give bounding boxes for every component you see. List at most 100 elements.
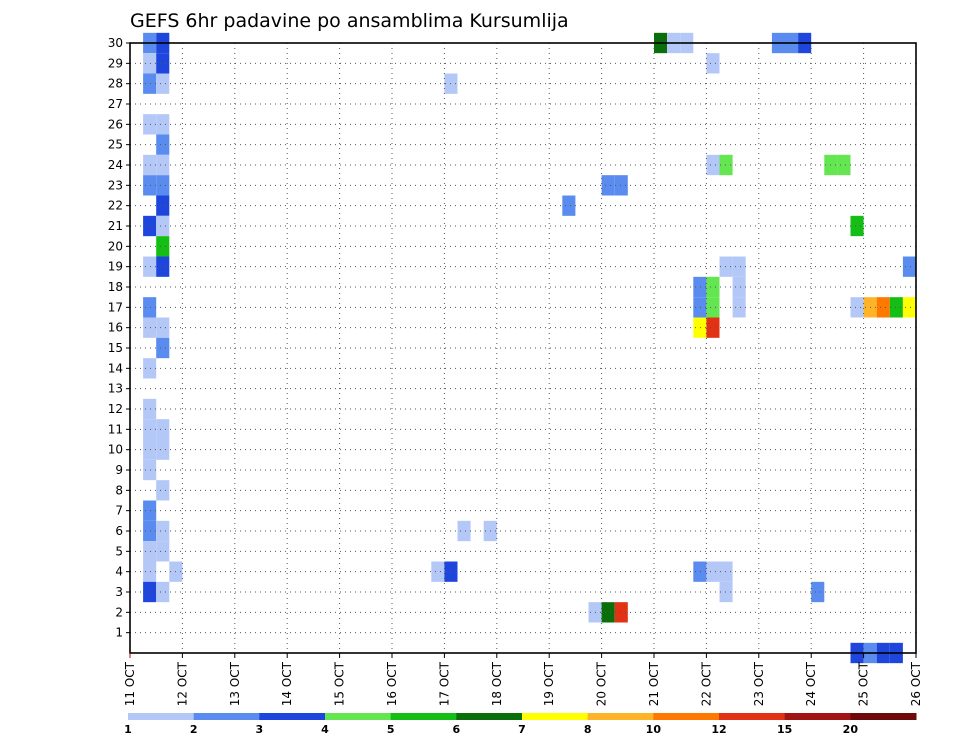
y-tick-label: 29 <box>108 56 123 70</box>
x-tick-label: 19 OCT <box>542 661 556 706</box>
colorbar-label: 7 <box>518 723 526 736</box>
colorbar-segment <box>259 713 326 720</box>
x-tick-label: 13 OCT <box>228 661 242 706</box>
heatmap-cell <box>706 276 720 298</box>
heatmap-cell <box>143 73 157 94</box>
y-axis: 1234567891011121314151617181920212223242… <box>108 36 130 640</box>
heatmap-cell <box>143 520 157 542</box>
heatmap-cell <box>156 439 170 460</box>
heatmap-cell <box>156 419 170 440</box>
y-tick-label: 8 <box>115 483 123 497</box>
heatmap-cell <box>143 541 157 562</box>
colorbar-segment <box>719 713 786 720</box>
y-tick-label: 22 <box>108 199 123 213</box>
heatmap-cell <box>601 602 615 623</box>
heatmap-cell <box>156 480 170 501</box>
heatmap-cell <box>902 297 916 318</box>
heatmap-cell <box>156 317 170 338</box>
colorbar-segment <box>522 713 589 720</box>
x-tick-label: 25 OCT <box>857 661 871 706</box>
colorbar-segment <box>193 713 260 720</box>
colorbar-label: 3 <box>256 723 264 736</box>
heatmap-cell <box>143 419 157 440</box>
colorbar-segment <box>390 713 457 720</box>
y-tick-label: 30 <box>108 36 123 50</box>
heatmap-cell <box>143 561 157 582</box>
heatmap-cell <box>156 134 170 155</box>
y-tick-label: 1 <box>115 626 123 640</box>
colorbar-segment <box>653 713 720 720</box>
y-tick-label: 3 <box>115 585 123 599</box>
heatmap-cell <box>156 154 170 176</box>
x-tick-label: 24 OCT <box>804 661 818 706</box>
heatmap-cell <box>706 317 720 338</box>
heatmap-cell <box>693 317 707 338</box>
heatmap-cell <box>850 297 864 318</box>
y-tick-label: 24 <box>108 158 123 172</box>
x-tick-label: 22 OCT <box>699 661 713 706</box>
heatmap-cell <box>562 195 576 216</box>
colorbar-label: 4 <box>321 723 329 736</box>
heatmap-cell <box>706 561 720 582</box>
y-tick-label: 14 <box>108 361 123 375</box>
colorbar-label: 5 <box>387 723 395 736</box>
colorbar-segment <box>456 713 523 720</box>
y-tick-label: 23 <box>108 178 123 192</box>
data-cells <box>143 32 916 664</box>
x-tick-label: 17 OCT <box>437 661 451 706</box>
y-tick-label: 25 <box>108 138 123 152</box>
heatmap-cell <box>143 358 157 379</box>
y-tick-label: 11 <box>108 422 123 436</box>
y-tick-label: 4 <box>115 565 123 579</box>
y-tick-label: 6 <box>115 524 123 538</box>
heatmap-cell <box>143 459 157 481</box>
heatmap-cell <box>693 561 707 582</box>
y-tick-label: 27 <box>108 97 123 111</box>
heatmap-cell <box>431 561 445 582</box>
heatmap-cell <box>732 256 746 277</box>
heatmap-cell <box>732 297 746 318</box>
heatmap-cell <box>614 602 628 623</box>
y-tick-label: 20 <box>108 239 123 253</box>
colorbar-segment <box>587 713 654 720</box>
heatmap-cell <box>156 337 170 359</box>
chart-title: GEFS 6hr padavine po ansamblima Kursumli… <box>130 10 569 32</box>
heatmap-cell <box>706 154 720 176</box>
heatmap-cell <box>156 541 170 562</box>
y-tick-label: 9 <box>115 463 123 477</box>
heatmap-cell <box>156 53 170 74</box>
y-tick-label: 7 <box>115 504 123 518</box>
colorbar-label: 2 <box>190 723 198 736</box>
heatmap-cell <box>143 256 157 277</box>
heatmap-cell <box>143 398 157 420</box>
heatmap-cell <box>143 297 157 318</box>
heatmap-cell <box>156 236 170 257</box>
heatmap-cell <box>457 520 471 542</box>
colorbar-label: 8 <box>584 723 592 736</box>
heatmap-cell <box>143 215 157 237</box>
plot-frame <box>129 42 917 654</box>
y-tick-label: 10 <box>108 443 123 457</box>
y-tick-label: 15 <box>108 341 123 355</box>
heatmap-cell <box>719 561 733 582</box>
y-tick-label: 19 <box>108 260 123 274</box>
y-tick-label: 28 <box>108 77 123 91</box>
heatmap-cell <box>156 520 170 542</box>
colorbar-label: 10 <box>646 723 662 736</box>
heatmap-cell <box>693 297 707 318</box>
grid-lines <box>130 42 916 653</box>
heatmap-cell <box>902 256 916 277</box>
heatmap-cell <box>889 297 903 318</box>
x-tick-label: 21 OCT <box>647 661 661 706</box>
heatmap-cell <box>143 114 157 135</box>
colorbar-segment <box>850 713 917 720</box>
x-tick-label: 11 OCT <box>123 661 137 706</box>
heatmap-cell <box>156 114 170 135</box>
heatmap-cell <box>719 256 733 277</box>
colorbar-segment <box>325 713 392 720</box>
x-tick-label: 20 OCT <box>595 661 609 706</box>
colorbar: 1 2 3 4 5 6 7 8 10 12 15 20 <box>124 713 917 736</box>
heatmap-cell <box>156 581 170 603</box>
y-tick-label: 12 <box>108 402 123 416</box>
y-tick-label: 21 <box>108 219 123 233</box>
